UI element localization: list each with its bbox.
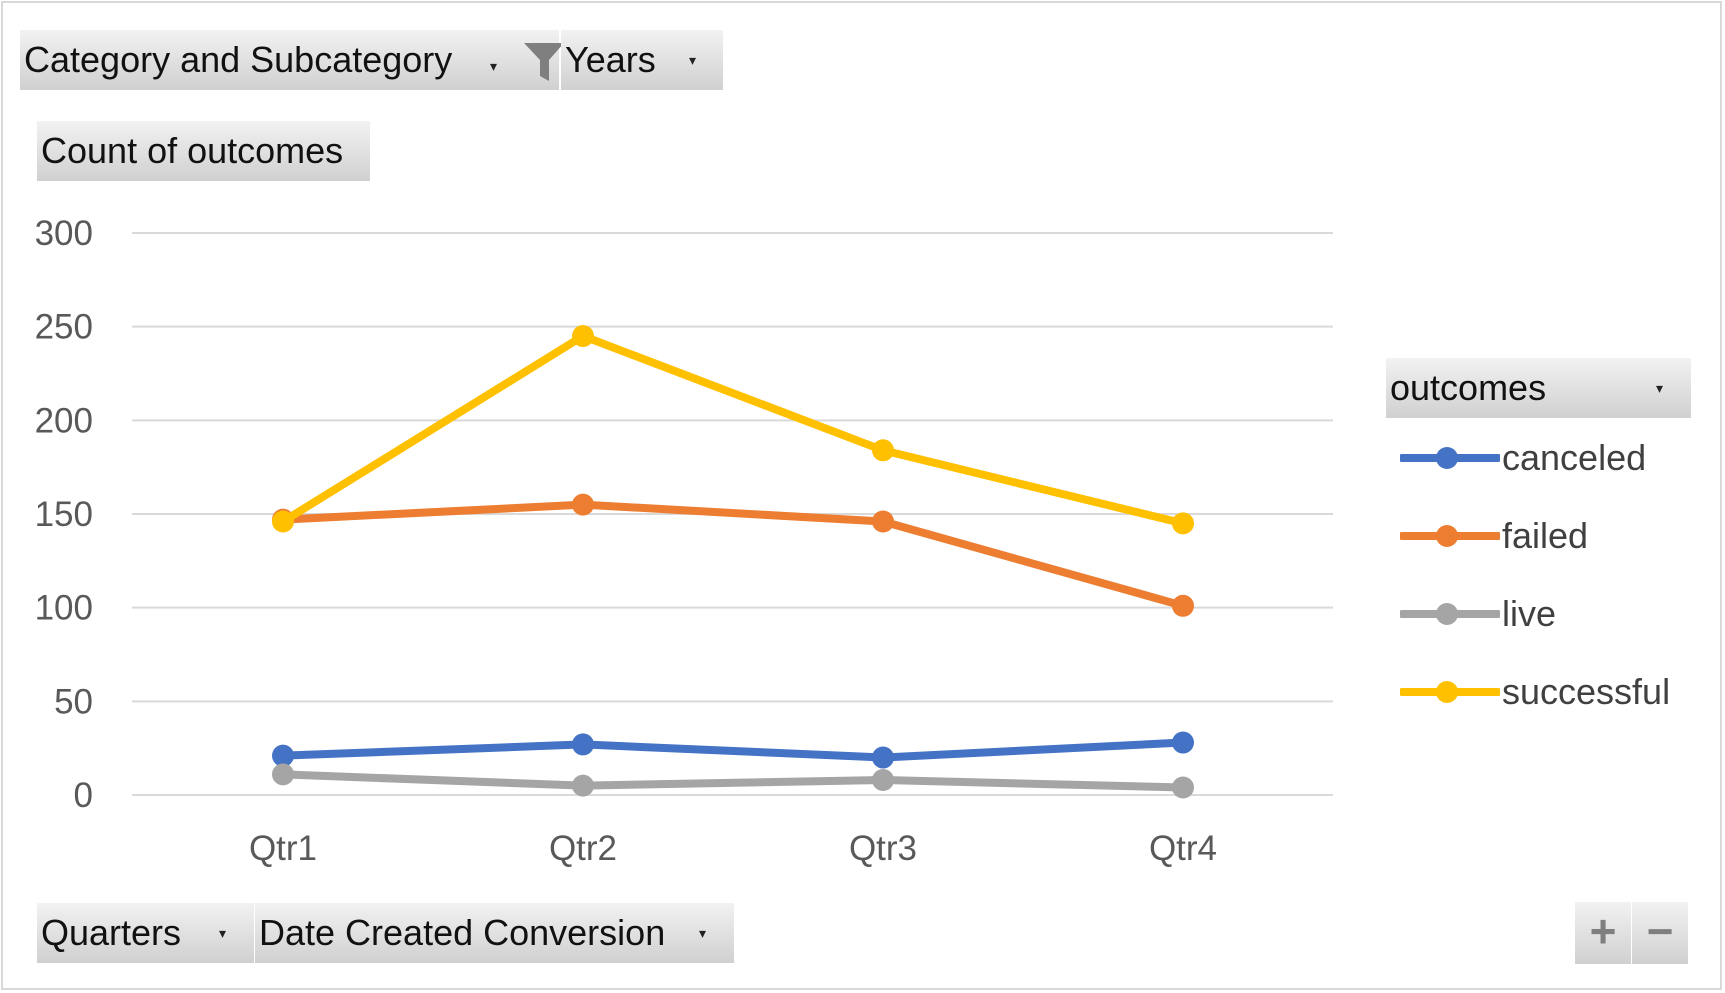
legend-label: failed <box>1502 515 1589 556</box>
y-tick-label: 0 <box>74 776 93 815</box>
legend-label: successful <box>1502 671 1671 712</box>
legend-swatch-canceled <box>1400 447 1500 469</box>
legend-item-failed[interactable]: failed <box>1400 511 1700 561</box>
date-created-conversion-label: Date Created Conversion <box>259 912 666 953</box>
y-tick-label: 200 <box>35 401 93 440</box>
legend-swatch-live <box>1400 603 1500 625</box>
data-point-live[interactable] <box>1172 776 1194 799</box>
series-line-canceled <box>282 738 1184 762</box>
dropdown-arrow-icon[interactable]: ▾ <box>699 925 707 941</box>
data-point-successful[interactable] <box>272 510 294 533</box>
outcomes-legend-button[interactable]: outcomes ▾ <box>1386 358 1692 418</box>
data-point-failed[interactable] <box>872 510 894 533</box>
dropdown-arrow-icon[interactable]: ▾ <box>1656 380 1664 396</box>
series-line-failed <box>282 500 1185 610</box>
dropdown-arrow-icon[interactable]: ▾ <box>490 58 498 74</box>
y-tick-label: 300 <box>35 214 93 253</box>
data-point-successful[interactable] <box>1172 512 1194 535</box>
years-label: Years <box>565 39 656 80</box>
data-point-live[interactable] <box>272 763 294 786</box>
data-point-successful[interactable] <box>572 325 594 348</box>
y-tick-label: 50 <box>54 682 93 721</box>
x-tick-label: Qtr1 <box>249 829 317 868</box>
data-point-canceled[interactable] <box>572 733 594 756</box>
date-created-conversion-field-button[interactable]: Date Created Conversion ▾ <box>255 903 735 963</box>
expand-plus-button[interactable]: + <box>1575 902 1631 964</box>
filter-icon[interactable] <box>523 42 565 82</box>
y-tick-label: 100 <box>35 589 93 628</box>
legend-item-canceled[interactable]: canceled <box>1400 433 1700 483</box>
data-point-live[interactable] <box>872 769 894 792</box>
dropdown-arrow-icon[interactable]: ▾ <box>219 925 227 941</box>
count-of-outcomes-label: Count of outcomes <box>41 130 344 171</box>
data-point-failed[interactable] <box>572 493 594 516</box>
x-tick-label: Qtr4 <box>1149 829 1217 868</box>
y-tick-label: 250 <box>35 308 93 347</box>
data-point-live[interactable] <box>572 774 594 797</box>
dropdown-arrow-icon[interactable]: ▾ <box>689 52 697 68</box>
x-tick-label: Qtr2 <box>549 829 617 868</box>
series-canceled <box>272 731 1194 769</box>
series-failed <box>272 493 1194 617</box>
category-subcategory-label: Category and Subcategory <box>24 39 453 80</box>
collapse-minus-button[interactable]: − <box>1632 902 1688 964</box>
data-point-canceled[interactable] <box>1172 731 1194 754</box>
series-successful <box>272 325 1194 535</box>
legend-label: canceled <box>1502 437 1647 478</box>
series-line-live <box>282 770 1184 792</box>
data-point-successful[interactable] <box>872 439 894 462</box>
years-field-button[interactable]: Years ▾ <box>561 30 724 90</box>
series-live <box>272 763 1194 799</box>
legend-item-successful[interactable]: successful <box>1400 667 1700 717</box>
quarters-field-button[interactable]: Quarters ▾ <box>37 903 255 963</box>
legend-title: outcomes <box>1390 367 1547 408</box>
legend-label: live <box>1502 593 1557 634</box>
count-of-outcomes-field-button[interactable]: Count of outcomes <box>37 121 371 181</box>
category-subcategory-field-button[interactable]: Category and Subcategory ▾ <box>20 30 564 90</box>
x-tick-label: Qtr3 <box>849 829 917 868</box>
legend-swatch-successful <box>1400 681 1500 703</box>
data-point-failed[interactable] <box>1172 594 1194 617</box>
series-line-successful <box>280 332 1184 528</box>
legend-item-live[interactable]: live <box>1400 589 1700 639</box>
quarters-label: Quarters <box>41 912 182 953</box>
data-point-canceled[interactable] <box>272 744 294 767</box>
y-tick-label: 150 <box>35 495 93 534</box>
legend-swatch-failed <box>1400 525 1500 547</box>
data-point-canceled[interactable] <box>872 746 894 769</box>
